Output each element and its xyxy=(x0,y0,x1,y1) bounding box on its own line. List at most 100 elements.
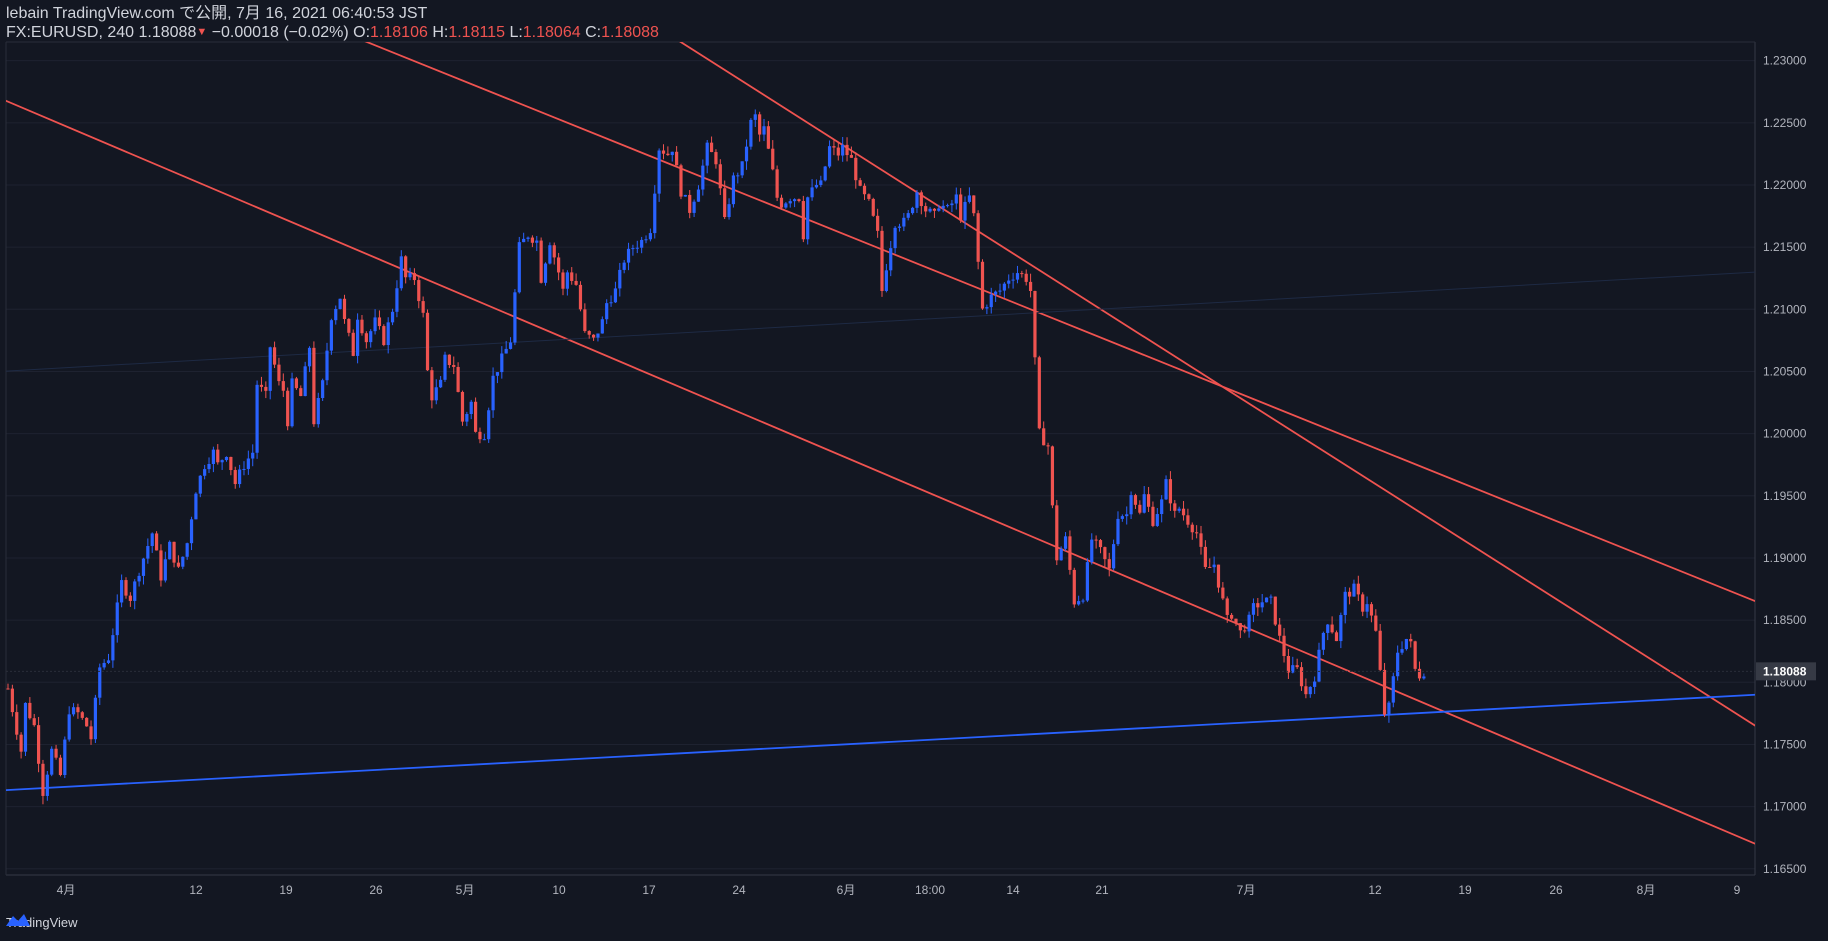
candle-body xyxy=(980,261,985,309)
candle-body xyxy=(985,307,989,309)
candle-body xyxy=(924,206,928,212)
candle-body xyxy=(1387,702,1391,715)
candle-body xyxy=(1361,594,1365,612)
candle-body xyxy=(168,541,172,560)
candle-body xyxy=(1028,281,1033,291)
candle-body xyxy=(522,238,526,243)
candle-body xyxy=(552,245,556,258)
candle-body xyxy=(307,347,312,367)
candle-body xyxy=(1077,601,1081,605)
candle-body xyxy=(954,194,958,204)
candle-body xyxy=(1063,536,1068,549)
symbol-label[interactable]: FX:EURUSD, 240 xyxy=(6,24,135,41)
x-tick-label: 24 xyxy=(732,883,746,897)
candle-body xyxy=(889,248,893,271)
candle-body xyxy=(303,366,307,397)
candle-body xyxy=(1015,273,1020,280)
candle-body xyxy=(683,194,687,197)
candle-body xyxy=(998,290,1002,292)
y-tick-label: 1.22500 xyxy=(1763,116,1807,130)
candle-body xyxy=(893,227,897,249)
candle-body xyxy=(1046,445,1050,447)
candle-body xyxy=(386,322,390,346)
candle-body xyxy=(565,272,569,289)
candle-body xyxy=(45,774,49,796)
candle-body xyxy=(578,284,583,310)
x-tick-label: 18:00 xyxy=(915,883,945,897)
x-tick-label: 7月 xyxy=(1237,883,1256,897)
candle-body xyxy=(452,365,456,367)
candle-body xyxy=(1391,676,1395,703)
candle-body xyxy=(487,410,491,440)
x-tick-label: 5月 xyxy=(456,883,475,897)
candle-body xyxy=(749,119,753,147)
candle-body xyxy=(176,562,181,567)
candle-body xyxy=(373,317,377,332)
candle-body xyxy=(543,263,548,283)
candle-body xyxy=(1129,495,1133,515)
candle-body xyxy=(1417,668,1422,679)
candle-body xyxy=(325,350,329,381)
candle-body xyxy=(910,207,915,214)
candle-body xyxy=(141,558,146,576)
close-value: 1.18088 xyxy=(601,24,659,41)
candle-body xyxy=(1326,624,1330,633)
candle-body xyxy=(1125,514,1129,517)
candle-body xyxy=(102,662,106,668)
candle-body xyxy=(233,470,237,485)
candle-body xyxy=(937,208,941,211)
candle-body xyxy=(334,308,338,321)
candle-body xyxy=(740,161,744,176)
x-tick-label: 19 xyxy=(279,883,293,897)
candle-body xyxy=(1138,504,1142,513)
candle-body xyxy=(194,493,198,520)
candle-body xyxy=(377,317,382,327)
candle-body xyxy=(701,165,705,190)
candle-body xyxy=(185,543,189,557)
y-tick-label: 1.23000 xyxy=(1763,54,1807,68)
candle-body xyxy=(1116,518,1120,545)
candle-body xyxy=(1112,544,1116,569)
candle-body xyxy=(1413,641,1417,669)
candle-body xyxy=(259,384,264,387)
candle-body xyxy=(395,288,399,312)
candle-body xyxy=(1264,597,1269,603)
candle-body xyxy=(1103,547,1107,560)
candle-body xyxy=(430,370,434,401)
candle-body xyxy=(1059,548,1063,561)
x-tick-label: 10 xyxy=(552,883,566,897)
footer-branding[interactable]: TradingView xyxy=(6,912,78,932)
y-tick-label: 1.21000 xyxy=(1763,302,1807,316)
y-tick-label: 1.19500 xyxy=(1763,489,1807,503)
candle-body xyxy=(500,353,504,373)
candle-body xyxy=(793,199,797,202)
candle-body xyxy=(478,431,482,440)
candle-body xyxy=(1133,495,1138,505)
candle-body xyxy=(290,378,294,427)
candle-body xyxy=(928,208,932,212)
candle-body xyxy=(880,230,884,291)
candle-body xyxy=(1230,614,1234,619)
x-tick-label: 26 xyxy=(369,883,383,897)
candle-body xyxy=(1321,632,1325,650)
candle-body xyxy=(1098,540,1103,548)
candle-body xyxy=(447,354,451,366)
candle-body xyxy=(653,193,657,234)
candle-body xyxy=(574,280,578,285)
x-tick-label: 12 xyxy=(189,883,203,897)
candle-body xyxy=(1068,536,1072,570)
candle-body xyxy=(1291,665,1295,673)
candle-body xyxy=(827,146,832,167)
x-tick-label: 19 xyxy=(1458,883,1472,897)
candle-body xyxy=(404,256,408,278)
candle-body xyxy=(36,725,41,764)
last-price-label: 1.18088 xyxy=(1763,664,1807,678)
candle-body xyxy=(876,215,880,231)
candle-body xyxy=(832,146,836,148)
candle-body xyxy=(626,248,631,263)
candle-body xyxy=(316,397,320,425)
candle-body xyxy=(801,201,805,240)
candle-body xyxy=(1090,539,1094,563)
